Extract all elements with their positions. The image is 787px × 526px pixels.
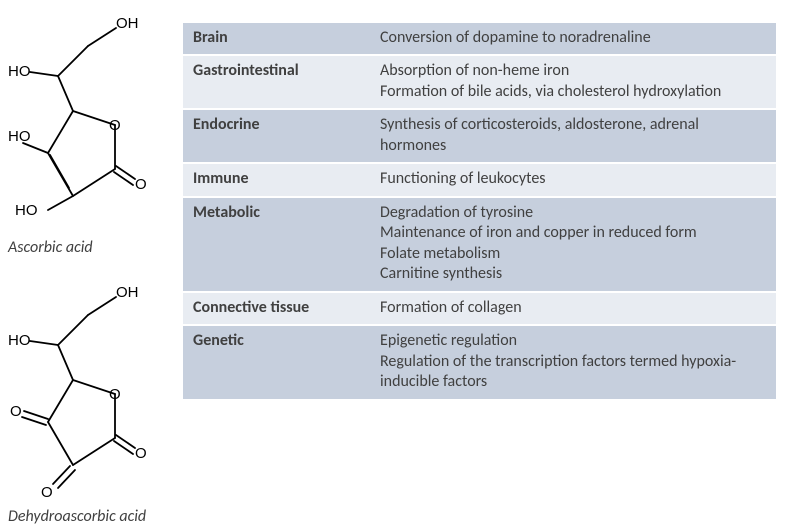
table-row: Connective tissueFormation of collagen — [183, 292, 776, 325]
dehydroascorbic-block: O O O O HO OH Dehydroascorbic acid — [8, 275, 175, 526]
description-cell: Formation of collagen — [370, 292, 776, 325]
dehydroascorbic-caption: Dehydroascorbic acid — [8, 507, 146, 526]
category-cell: Genetic — [183, 325, 370, 399]
svg-text:O: O — [135, 445, 147, 462]
structures-column: O O HO HO HO OH Ascorbic acid — [0, 0, 183, 524]
category-cell: Metabolic — [183, 197, 370, 292]
category-cell: Connective tissue — [183, 292, 370, 325]
svg-text:HO: HO — [8, 63, 31, 80]
category-cell: Endocrine — [183, 109, 370, 163]
table-row: BrainConversion of dopamine to noradrena… — [183, 23, 776, 55]
description-cell: Absorption of non-heme ironFormation of … — [370, 55, 776, 109]
table-row: ImmuneFunctioning of leukocytes — [183, 163, 776, 196]
functions-table-wrap: BrainConversion of dopamine to noradrena… — [183, 0, 787, 524]
description-cell: Conversion of dopamine to noradrenaline — [370, 23, 776, 55]
svg-text:O: O — [109, 386, 121, 403]
svg-text:O: O — [10, 403, 22, 420]
svg-text:O: O — [41, 484, 53, 501]
table-row: GeneticEpigenetic regulationRegulation o… — [183, 325, 776, 399]
description-cell: Epigenetic regulationRegulation of the t… — [370, 325, 776, 399]
svg-text:HO: HO — [8, 332, 31, 349]
category-cell: Immune — [183, 163, 370, 196]
svg-text:OH: OH — [116, 284, 139, 301]
category-cell: Gastrointestinal — [183, 55, 370, 109]
ascorbic-block: O O HO HO HO OH Ascorbic acid — [8, 6, 175, 257]
category-cell: Brain — [183, 23, 370, 55]
svg-text:OH: OH — [116, 15, 139, 32]
svg-text:O: O — [109, 117, 121, 134]
description-cell: Synthesis of corticosteroids, aldosteron… — [370, 109, 776, 163]
description-cell: Functioning of leukocytes — [370, 163, 776, 196]
table-row: MetabolicDegradation of tyrosineMaintena… — [183, 197, 776, 292]
functions-table: BrainConversion of dopamine to noradrena… — [183, 23, 776, 401]
table-row: EndocrineSynthesis of corticosteroids, a… — [183, 109, 776, 163]
svg-text:O: O — [135, 176, 147, 193]
svg-text:HO: HO — [8, 128, 31, 145]
ascorbic-caption: Ascorbic acid — [8, 238, 93, 257]
table-row: GastrointestinalAbsorption of non-heme i… — [183, 55, 776, 109]
description-cell: Degradation of tyrosineMaintenance of ir… — [370, 197, 776, 292]
svg-text:HO: HO — [15, 202, 38, 219]
dehydroascorbic-structure-icon: O O O O HO OH — [8, 275, 158, 505]
ascorbic-structure-icon: O O HO HO HO OH — [8, 6, 158, 236]
